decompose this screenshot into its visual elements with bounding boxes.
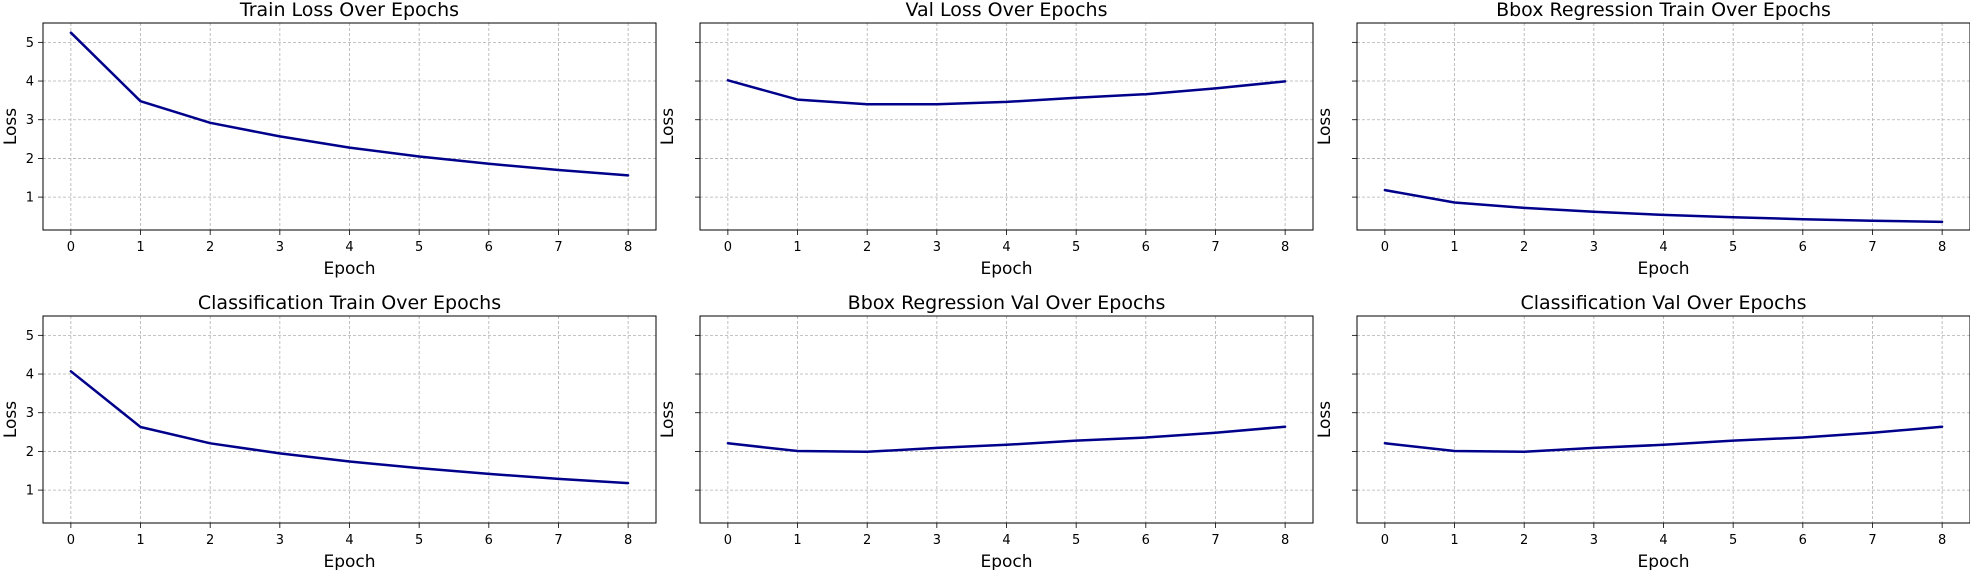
- chart-6-x-tick-label: 7: [1868, 533, 1876, 548]
- chart-1-y-tick-label: 2: [26, 152, 34, 167]
- chart-3-plot-frame: [1356, 22, 1970, 231]
- chart-6-x-tick-label: 2: [1520, 533, 1528, 548]
- chart-3-x-tick-label: 1: [1450, 240, 1458, 255]
- chart-1-x-tick-label: 6: [485, 240, 493, 255]
- chart-5-title: Bbox Regression Val Over Epochs: [848, 292, 1166, 314]
- chart-2-y-axis-label: Loss: [658, 108, 678, 145]
- chart-6-x-tick-label: 5: [1729, 533, 1737, 548]
- chart-1-plot-frame: [42, 22, 657, 231]
- chart-2-plot-frame: [699, 22, 1314, 231]
- chart-5-series-line-0: [726, 425, 1287, 454]
- chart-1-series-line-0: [69, 31, 630, 177]
- chart-4-title: Classification Train Over Epochs: [198, 292, 501, 314]
- chart-1-y-axis-label: Loss: [1, 108, 21, 145]
- chart-6-x-tick-label: 1: [1450, 533, 1458, 548]
- chart-4-y-tick-label: 3: [26, 406, 34, 421]
- chart-3-y-axis-label: Loss: [1315, 108, 1335, 145]
- chart-4-x-tick-label: 6: [485, 533, 493, 548]
- chart-5-y-axis-label: Loss: [658, 401, 678, 438]
- chart-1-y-tick-label: 3: [26, 113, 34, 128]
- chart-5-plot-frame: [699, 315, 1314, 524]
- chart-4-x-tick-label: 3: [276, 533, 284, 548]
- chart-3-x-axis-label: Epoch: [1637, 259, 1689, 279]
- chart-5-x-tick-label: 3: [933, 533, 941, 548]
- chart-5-x-tick-label: 8: [1281, 533, 1289, 548]
- chart-4-x-tick-label: 5: [415, 533, 423, 548]
- chart-6-x-tick-label: 6: [1799, 533, 1807, 548]
- chart-4-y-tick-label: 1: [26, 484, 34, 499]
- chart-6-x-tick-label: 4: [1659, 533, 1667, 548]
- chart-2-x-tick-label: 2: [863, 240, 871, 255]
- chart-2-x-tick-label: 8: [1281, 240, 1289, 255]
- chart-4-x-tick-label: 1: [136, 533, 144, 548]
- chart-1-x-tick-label: 1: [136, 240, 144, 255]
- chart-1-x-tick-label: 0: [67, 240, 75, 255]
- chart-6-series-line-0: [1383, 425, 1944, 454]
- chart-3-x-tick-label: 5: [1729, 240, 1737, 255]
- chart-5-x-tick-label: 2: [863, 533, 871, 548]
- chart-5-x-tick-label: 0: [724, 533, 732, 548]
- chart-6-title: Classification Val Over Epochs: [1520, 292, 1806, 314]
- chart-1-x-tick-label: 2: [206, 240, 214, 255]
- chart-2-x-tick-label: 4: [1002, 240, 1010, 255]
- chart-3-title: Bbox Regression Train Over Epochs: [1496, 0, 1831, 21]
- chart-1-x-tick-label: 7: [554, 240, 562, 255]
- chart-3-x-tick-label: 2: [1520, 240, 1528, 255]
- chart-1-y-tick-label: 4: [26, 75, 34, 90]
- chart-5-x-tick-label: 7: [1211, 533, 1219, 548]
- chart-5-x-tick-label: 6: [1142, 533, 1150, 548]
- chart-3-x-tick-label: 4: [1659, 240, 1667, 255]
- chart-4-plot-frame: [42, 315, 657, 524]
- chart-6-y-axis-label: Loss: [1315, 401, 1335, 438]
- chart-2-x-tick-label: 0: [724, 240, 732, 255]
- chart-3-x-tick-label: 8: [1938, 240, 1946, 255]
- chart-6-x-tick-label: 0: [1381, 533, 1389, 548]
- chart-2-title: Val Loss Over Epochs: [905, 0, 1107, 21]
- chart-4-x-tick-label: 4: [345, 533, 353, 548]
- chart-1-x-tick-label: 8: [624, 240, 632, 255]
- chart-1-x-tick-label: 4: [345, 240, 353, 255]
- chart-2-series-line-0: [726, 79, 1287, 106]
- chart-2-x-tick-label: 5: [1072, 240, 1080, 255]
- chart-5-x-tick-label: 4: [1002, 533, 1010, 548]
- chart-3-x-tick-label: 7: [1868, 240, 1876, 255]
- chart-5-x-axis-label: Epoch: [980, 552, 1032, 570]
- chart-4-y-axis-label: Loss: [1, 401, 21, 438]
- chart-4-series-line-0: [69, 370, 630, 485]
- chart-4-x-tick-label: 8: [624, 533, 632, 548]
- chart-6-plot-frame: [1356, 315, 1970, 524]
- chart-3-x-tick-label: 3: [1590, 240, 1598, 255]
- chart-1-x-tick-label: 3: [276, 240, 284, 255]
- chart-4-x-tick-label: 2: [206, 533, 214, 548]
- chart-4-y-tick-label: 4: [26, 368, 34, 383]
- chart-3-x-tick-label: 0: [1381, 240, 1389, 255]
- chart-4-x-tick-label: 7: [554, 533, 562, 548]
- chart-2-x-tick-label: 1: [793, 240, 801, 255]
- chart-1-y-tick-label: 5: [26, 36, 34, 51]
- chart-4-x-axis-label: Epoch: [323, 552, 375, 570]
- chart-3-x-tick-label: 6: [1799, 240, 1807, 255]
- chart-2-x-axis-label: Epoch: [980, 259, 1032, 279]
- chart-1-y-tick-label: 1: [26, 191, 34, 206]
- chart-5-x-tick-label: 1: [793, 533, 801, 548]
- chart-1-title: Train Loss Over Epochs: [239, 0, 459, 21]
- chart-3-series-line-0: [1383, 188, 1944, 224]
- chart-4-x-tick-label: 0: [67, 533, 75, 548]
- chart-6-x-tick-label: 8: [1938, 533, 1946, 548]
- chart-1-x-tick-label: 5: [415, 240, 423, 255]
- chart-6-x-axis-label: Epoch: [1637, 552, 1689, 570]
- chart-4-y-tick-label: 2: [26, 445, 34, 460]
- chart-1-x-axis-label: Epoch: [323, 259, 375, 279]
- chart-2-x-tick-label: 7: [1211, 240, 1219, 255]
- chart-6-x-tick-label: 3: [1590, 533, 1598, 548]
- chart-2-x-tick-label: 3: [933, 240, 941, 255]
- chart-5-x-tick-label: 5: [1072, 533, 1080, 548]
- chart-4-y-tick-label: 5: [26, 329, 34, 344]
- chart-2-x-tick-label: 6: [1142, 240, 1150, 255]
